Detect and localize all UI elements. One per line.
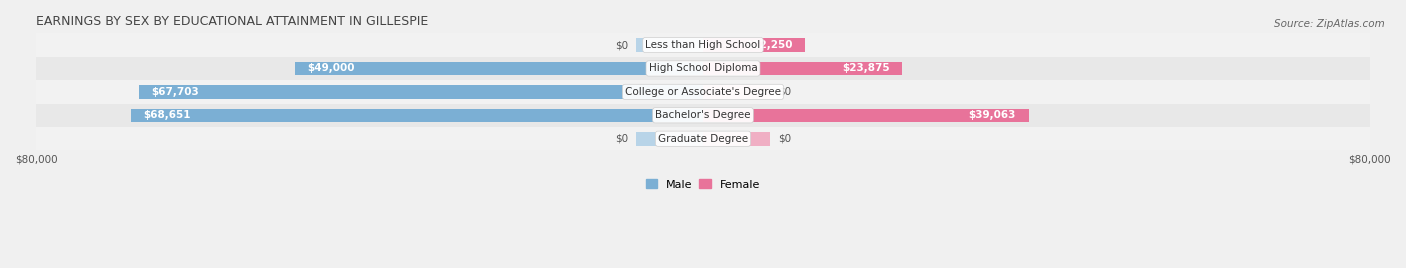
Text: $23,875: $23,875 (842, 64, 890, 73)
Text: $68,651: $68,651 (143, 110, 191, 120)
Text: EARNINGS BY SEX BY EDUCATIONAL ATTAINMENT IN GILLESPIE: EARNINGS BY SEX BY EDUCATIONAL ATTAINMEN… (37, 15, 429, 28)
Text: Less than High School: Less than High School (645, 40, 761, 50)
Bar (703, 62, 903, 75)
Bar (637, 132, 703, 146)
Text: $12,250: $12,250 (745, 40, 793, 50)
Bar (637, 38, 703, 52)
Text: $0: $0 (778, 134, 792, 144)
Text: High School Diploma: High School Diploma (648, 64, 758, 73)
Bar (37, 57, 1369, 80)
Bar (295, 62, 703, 75)
Bar (703, 85, 769, 99)
Bar (703, 109, 1029, 122)
Text: $39,063: $39,063 (969, 110, 1017, 120)
Text: $0: $0 (614, 40, 628, 50)
Text: $49,000: $49,000 (307, 64, 354, 73)
Text: $0: $0 (778, 87, 792, 97)
Text: $67,703: $67,703 (152, 87, 200, 97)
Text: Bachelor's Degree: Bachelor's Degree (655, 110, 751, 120)
Bar (37, 33, 1369, 57)
Bar (703, 132, 769, 146)
Bar (139, 85, 703, 99)
Text: Graduate Degree: Graduate Degree (658, 134, 748, 144)
Bar (703, 38, 806, 52)
Text: $0: $0 (614, 134, 628, 144)
Text: College or Associate's Degree: College or Associate's Degree (626, 87, 780, 97)
Text: Source: ZipAtlas.com: Source: ZipAtlas.com (1274, 19, 1385, 29)
Bar (37, 80, 1369, 104)
Legend: Male, Female: Male, Female (641, 175, 765, 194)
Bar (37, 104, 1369, 127)
Bar (131, 109, 703, 122)
Bar (37, 127, 1369, 150)
